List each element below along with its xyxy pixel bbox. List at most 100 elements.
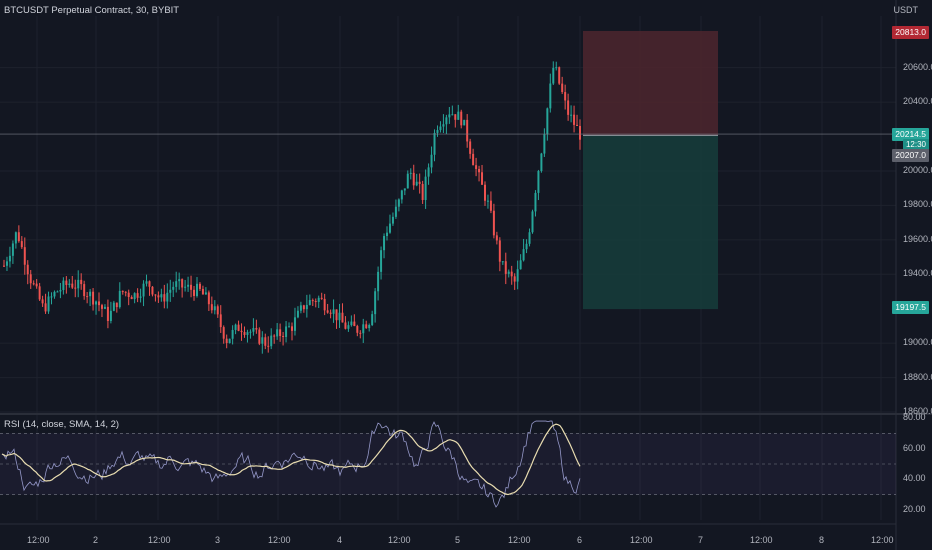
candle-body — [163, 294, 166, 302]
candle-body — [74, 287, 77, 289]
candle — [409, 168, 412, 180]
candle — [486, 194, 489, 209]
candle — [270, 328, 273, 350]
candle-body — [166, 292, 169, 302]
candle — [555, 61, 558, 71]
candle — [463, 119, 466, 126]
candle — [415, 173, 418, 187]
candle-body — [56, 291, 59, 293]
candle — [112, 300, 115, 312]
candle — [350, 315, 353, 327]
candle — [163, 284, 166, 309]
candle — [77, 270, 80, 298]
candle — [74, 279, 77, 298]
candle-body — [109, 310, 112, 321]
rsi-panel — [0, 420, 896, 508]
target-price-tag: 19197.5 — [892, 301, 929, 314]
candle — [516, 260, 519, 290]
take-profit-zone — [583, 135, 718, 310]
candle — [181, 278, 184, 298]
candle-body — [231, 329, 234, 339]
candle-body — [267, 345, 270, 347]
candle-body — [264, 337, 267, 346]
candle — [299, 301, 302, 314]
candle — [344, 316, 347, 330]
candle-body — [279, 329, 282, 336]
candle — [418, 173, 421, 194]
candle-body — [29, 274, 32, 284]
candle-body — [516, 269, 519, 282]
candle-body — [98, 301, 101, 306]
candle — [481, 164, 484, 185]
candle — [522, 238, 525, 262]
candle — [359, 330, 362, 339]
candle — [187, 276, 190, 292]
candle-body — [92, 291, 95, 305]
candle — [139, 288, 142, 303]
candle — [279, 323, 282, 342]
rsi-tick-label: 60.00 — [903, 442, 926, 453]
candle-body — [421, 183, 424, 200]
candle — [570, 105, 573, 123]
candle-body — [62, 280, 65, 291]
candle — [127, 289, 130, 306]
candle — [576, 114, 579, 127]
candle-body — [537, 171, 540, 193]
position-zones[interactable] — [583, 30, 718, 310]
candle — [531, 209, 534, 234]
candle — [347, 321, 350, 332]
candle-body — [299, 305, 302, 311]
candle-body — [130, 297, 133, 300]
candle — [469, 138, 472, 159]
candle-body — [549, 83, 552, 109]
candle — [335, 309, 338, 329]
candle — [23, 237, 26, 275]
candle-body — [386, 232, 389, 237]
candle — [26, 260, 29, 285]
candle — [510, 265, 513, 285]
candle-body — [213, 306, 216, 311]
candle — [383, 233, 386, 259]
time-tick-label: 4 — [337, 535, 343, 545]
candle-body — [406, 173, 409, 189]
candle-body — [412, 172, 415, 186]
candle — [507, 269, 510, 278]
candle-body — [50, 296, 53, 298]
candle-body — [481, 172, 484, 185]
rsi-tick-label: 20.00 — [903, 504, 926, 514]
candle-body — [139, 296, 142, 298]
chart-title: BTCUSDT Perpetual Contract, 30, BYBIT — [4, 5, 180, 16]
candle-body — [302, 305, 305, 310]
candle-body — [210, 304, 213, 311]
candle-body — [507, 271, 510, 274]
candle — [368, 323, 371, 332]
candle — [311, 298, 314, 306]
candle — [403, 188, 406, 196]
candle-body — [41, 299, 44, 304]
candle-body — [258, 329, 261, 344]
time-tick-label: 12:00 — [27, 535, 50, 545]
candle-body — [291, 326, 293, 331]
candle-body — [445, 117, 448, 125]
price-tick-label: 19000.0 — [903, 337, 932, 348]
candle-body — [576, 124, 579, 126]
candle-body — [492, 210, 495, 236]
candle-body — [394, 206, 397, 217]
candle — [136, 288, 139, 303]
candle — [558, 66, 561, 85]
candle — [17, 225, 20, 243]
candle — [89, 288, 92, 307]
candle-body — [498, 240, 501, 262]
candle-body — [178, 279, 181, 282]
candle-body — [190, 284, 193, 290]
candle — [296, 306, 299, 319]
candle-body — [106, 306, 109, 321]
candle — [41, 295, 44, 307]
rsi-tick-label: 80.00 — [903, 412, 926, 422]
candle-body — [579, 125, 581, 140]
time-tick-label: 7 — [698, 535, 704, 545]
candle — [98, 292, 101, 312]
candle-body — [151, 286, 154, 295]
candle-body — [380, 250, 383, 272]
